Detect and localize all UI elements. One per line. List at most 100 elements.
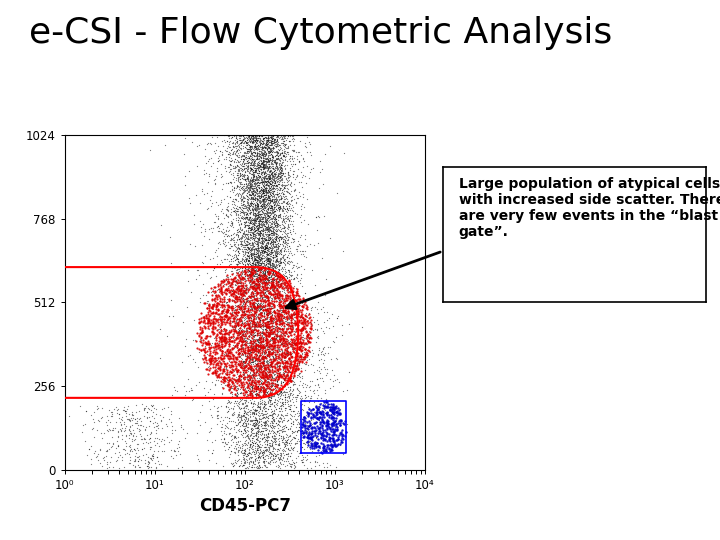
Point <box>267 238 279 246</box>
Point <box>282 450 294 459</box>
Point <box>209 264 220 272</box>
Point <box>261 259 273 267</box>
Point <box>257 337 269 346</box>
Point <box>269 227 280 236</box>
Point <box>268 352 279 360</box>
Point <box>201 347 212 355</box>
Point <box>171 387 183 395</box>
Point <box>245 249 256 258</box>
Point <box>284 395 296 404</box>
Point <box>266 150 277 159</box>
Point <box>264 164 276 173</box>
Point <box>259 352 271 361</box>
Point <box>266 176 277 185</box>
Point <box>255 202 266 211</box>
Point <box>302 438 313 447</box>
Point <box>293 411 305 420</box>
Point <box>263 257 274 266</box>
Point <box>279 446 290 455</box>
Point <box>276 373 287 381</box>
Point <box>257 230 269 239</box>
Point <box>271 401 283 409</box>
Point <box>284 137 296 145</box>
Point <box>255 436 266 445</box>
Point <box>263 308 274 316</box>
Point <box>266 334 278 342</box>
Point <box>277 397 289 406</box>
Point <box>239 280 251 289</box>
Point <box>330 421 341 430</box>
Point <box>267 237 279 245</box>
Point <box>244 218 256 226</box>
Point <box>261 392 273 401</box>
Point <box>258 309 269 318</box>
Point <box>230 249 241 258</box>
Point <box>251 258 263 267</box>
Point <box>261 171 272 179</box>
Point <box>264 341 275 350</box>
Point <box>263 146 274 155</box>
Point <box>325 414 336 422</box>
Point <box>256 329 268 338</box>
Point <box>236 399 248 407</box>
Point <box>250 202 261 211</box>
Point <box>251 240 263 249</box>
Point <box>284 387 295 396</box>
Point <box>267 336 279 345</box>
Point <box>309 381 320 390</box>
Point <box>260 363 271 372</box>
Point <box>198 350 210 359</box>
Point <box>279 324 290 333</box>
Point <box>248 271 259 279</box>
Point <box>146 451 158 460</box>
Point <box>261 303 272 312</box>
Point <box>283 202 294 211</box>
Point <box>263 421 274 430</box>
Point <box>271 180 282 189</box>
Point <box>252 361 264 370</box>
Point <box>256 132 268 141</box>
Point <box>253 274 265 283</box>
Point <box>266 336 277 345</box>
Point <box>88 424 99 433</box>
Point <box>229 376 240 384</box>
Point <box>279 314 290 323</box>
Point <box>202 339 214 347</box>
Point <box>254 303 266 312</box>
Point <box>233 169 244 178</box>
Point <box>231 390 243 399</box>
Point <box>231 171 243 179</box>
Point <box>276 425 288 434</box>
Point <box>217 308 229 317</box>
Point <box>265 361 276 369</box>
Point <box>258 193 269 202</box>
Point <box>294 294 305 303</box>
Point <box>271 147 282 156</box>
Point <box>217 349 228 357</box>
Point <box>243 444 255 453</box>
Point <box>243 356 255 364</box>
Point <box>218 292 230 301</box>
Point <box>242 410 253 419</box>
Point <box>200 159 212 167</box>
Point <box>266 137 277 145</box>
Point <box>251 194 262 202</box>
Point <box>260 224 271 232</box>
Point <box>254 178 266 186</box>
Point <box>291 299 302 307</box>
Point <box>238 251 250 259</box>
Point <box>279 434 290 442</box>
Point <box>256 176 267 185</box>
Point <box>251 145 262 154</box>
Point <box>270 158 282 167</box>
Point <box>293 157 305 165</box>
Point <box>249 227 261 236</box>
Point <box>166 436 177 445</box>
Point <box>259 298 271 306</box>
Point <box>253 180 264 189</box>
Point <box>266 235 278 244</box>
Point <box>209 283 220 292</box>
Point <box>285 415 297 424</box>
Point <box>142 458 153 467</box>
Point <box>256 266 267 274</box>
